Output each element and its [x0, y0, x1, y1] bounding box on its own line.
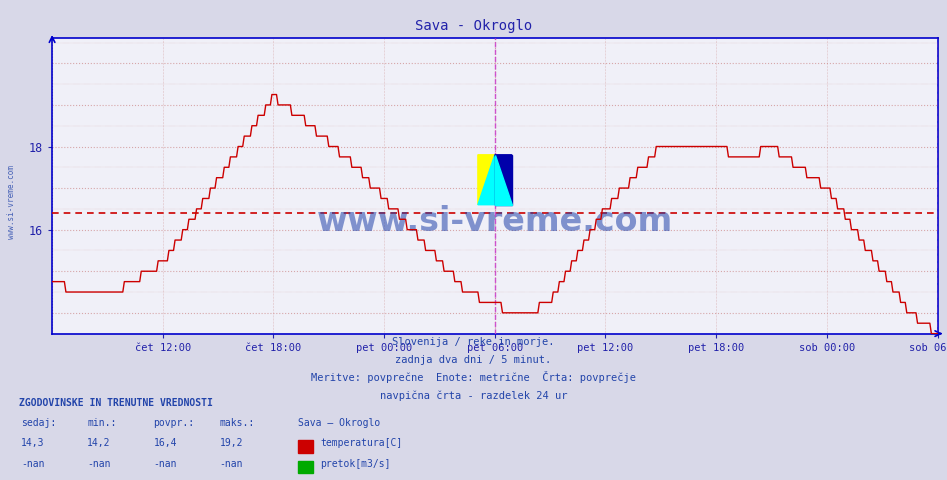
Text: -nan: -nan — [220, 459, 243, 469]
Text: sedaj:: sedaj: — [21, 418, 56, 428]
Polygon shape — [495, 155, 511, 204]
Text: pretok[m3/s]: pretok[m3/s] — [320, 459, 390, 469]
Polygon shape — [495, 155, 511, 204]
Text: -nan: -nan — [21, 459, 45, 469]
Text: min.:: min.: — [87, 418, 116, 428]
Text: navpična črta - razdelek 24 ur: navpična črta - razdelek 24 ur — [380, 391, 567, 401]
Text: 14,2: 14,2 — [87, 438, 111, 448]
Text: ZGODOVINSKE IN TRENUTNE VREDNOSTI: ZGODOVINSKE IN TRENUTNE VREDNOSTI — [19, 397, 213, 408]
Text: www.si-vreme.com: www.si-vreme.com — [316, 205, 673, 238]
Text: 16,4: 16,4 — [153, 438, 177, 448]
Text: -nan: -nan — [87, 459, 111, 469]
Text: Sava - Okroglo: Sava - Okroglo — [415, 19, 532, 33]
Polygon shape — [478, 155, 495, 204]
Polygon shape — [478, 155, 495, 204]
Text: maks.:: maks.: — [220, 418, 255, 428]
Text: Slovenija / reke in morje.: Slovenija / reke in morje. — [392, 336, 555, 347]
Text: 14,3: 14,3 — [21, 438, 45, 448]
Text: Sava – Okroglo: Sava – Okroglo — [298, 418, 381, 428]
Bar — [495, 155, 511, 204]
Text: 19,2: 19,2 — [220, 438, 243, 448]
Text: temperatura[C]: temperatura[C] — [320, 438, 402, 448]
Text: zadnja dva dni / 5 minut.: zadnja dva dni / 5 minut. — [396, 355, 551, 365]
Text: povpr.:: povpr.: — [153, 418, 194, 428]
Text: -nan: -nan — [153, 459, 177, 469]
Text: Meritve: povprečne  Enote: metrične  Črta: povprečje: Meritve: povprečne Enote: metrične Črta:… — [311, 371, 636, 383]
Text: www.si-vreme.com: www.si-vreme.com — [7, 165, 16, 239]
